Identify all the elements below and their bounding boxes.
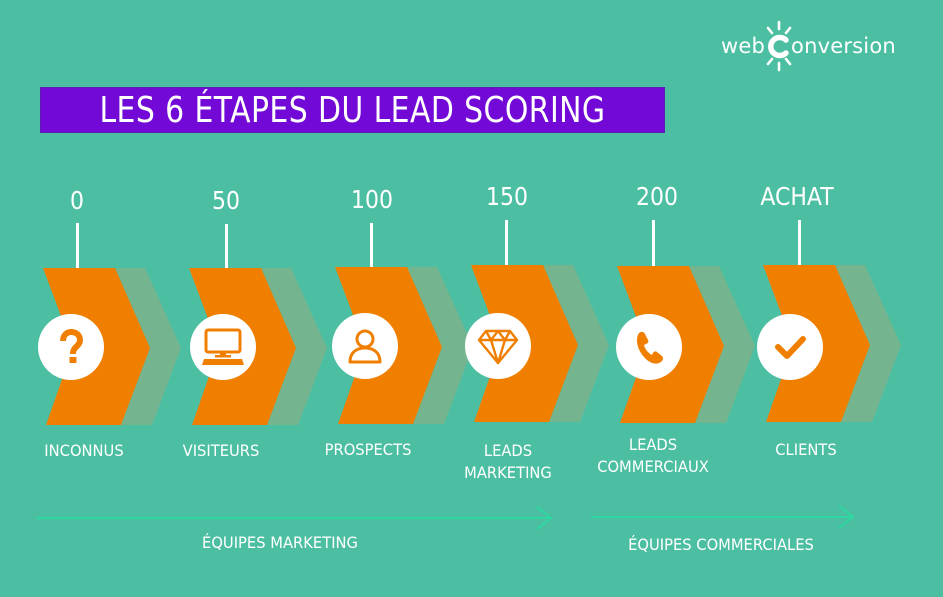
stage-label-line: LEADS — [628, 435, 678, 454]
stage-label-line: COMMERCIAUX — [597, 457, 709, 476]
stage-label-line: VISITEURS — [182, 441, 260, 460]
stage-label-line: LEADS — [483, 441, 533, 460]
score-marker-line — [652, 220, 655, 266]
score-achat: ACHAT — [760, 182, 834, 211]
score-marker-line — [505, 220, 508, 265]
stage-label-leads-commerciaux: LEADS COMMERCIAUX — [579, 434, 726, 478]
stage-label-line: CLIENTS — [775, 440, 837, 459]
person-icon — [348, 329, 382, 364]
logo-text-web: web — [721, 34, 766, 58]
phone-icon — [636, 331, 664, 364]
score-marker-line — [370, 223, 373, 267]
stage-icon-leads-commerciaux — [616, 314, 682, 380]
page-title: LES 6 ÉTAPES DU LEAD SCORING — [99, 89, 606, 131]
stage-icon-visiteurs — [190, 314, 256, 380]
title-banner: LES 6 ÉTAPES DU LEAD SCORING — [40, 87, 665, 133]
marketing-team-arrow — [37, 506, 553, 530]
logo-text-onversion: onversion — [791, 34, 896, 58]
score-100: 100 — [351, 185, 393, 214]
score-marker-line — [798, 220, 801, 265]
diamond-icon — [477, 329, 519, 365]
stage-label-inconnus: INCONNUS — [10, 440, 157, 462]
score-200: 200 — [636, 182, 678, 211]
stage-label-clients: CLIENTS — [732, 439, 879, 461]
stage-label-visiteurs: VISITEURS — [147, 440, 294, 462]
stage-label-line: PROSPECTS — [324, 440, 412, 459]
checkmark-icon — [775, 336, 806, 359]
score-marker-line — [76, 223, 79, 268]
stage-icon-prospects — [332, 313, 398, 379]
computer-icon — [202, 328, 244, 365]
commercial-team-arrow — [591, 505, 855, 529]
score-marker-line — [225, 224, 228, 268]
team-label-commercial: ÉQUIPES COMMERCIALES — [628, 535, 814, 554]
team-label-marketing: ÉQUIPES MARKETING — [202, 533, 358, 552]
stage-icon-leads-marketing — [465, 313, 531, 379]
stage-label-line: MARKETING — [464, 463, 552, 482]
sun-c-icon — [765, 20, 792, 72]
score-150: 150 — [486, 182, 528, 211]
score-50: 50 — [212, 186, 240, 215]
stage-label-leads-marketing: LEADS MARKETING — [434, 440, 581, 484]
score-0: 0 — [70, 186, 84, 215]
webconversion-logo: web onversion — [721, 20, 896, 72]
stage-icon-inconnus — [38, 314, 104, 380]
stage-label-prospects: PROSPECTS — [294, 439, 441, 461]
stage-label-line: INCONNUS — [44, 441, 124, 460]
question-mark-icon — [60, 329, 83, 363]
stage-icon-clients — [757, 314, 823, 380]
